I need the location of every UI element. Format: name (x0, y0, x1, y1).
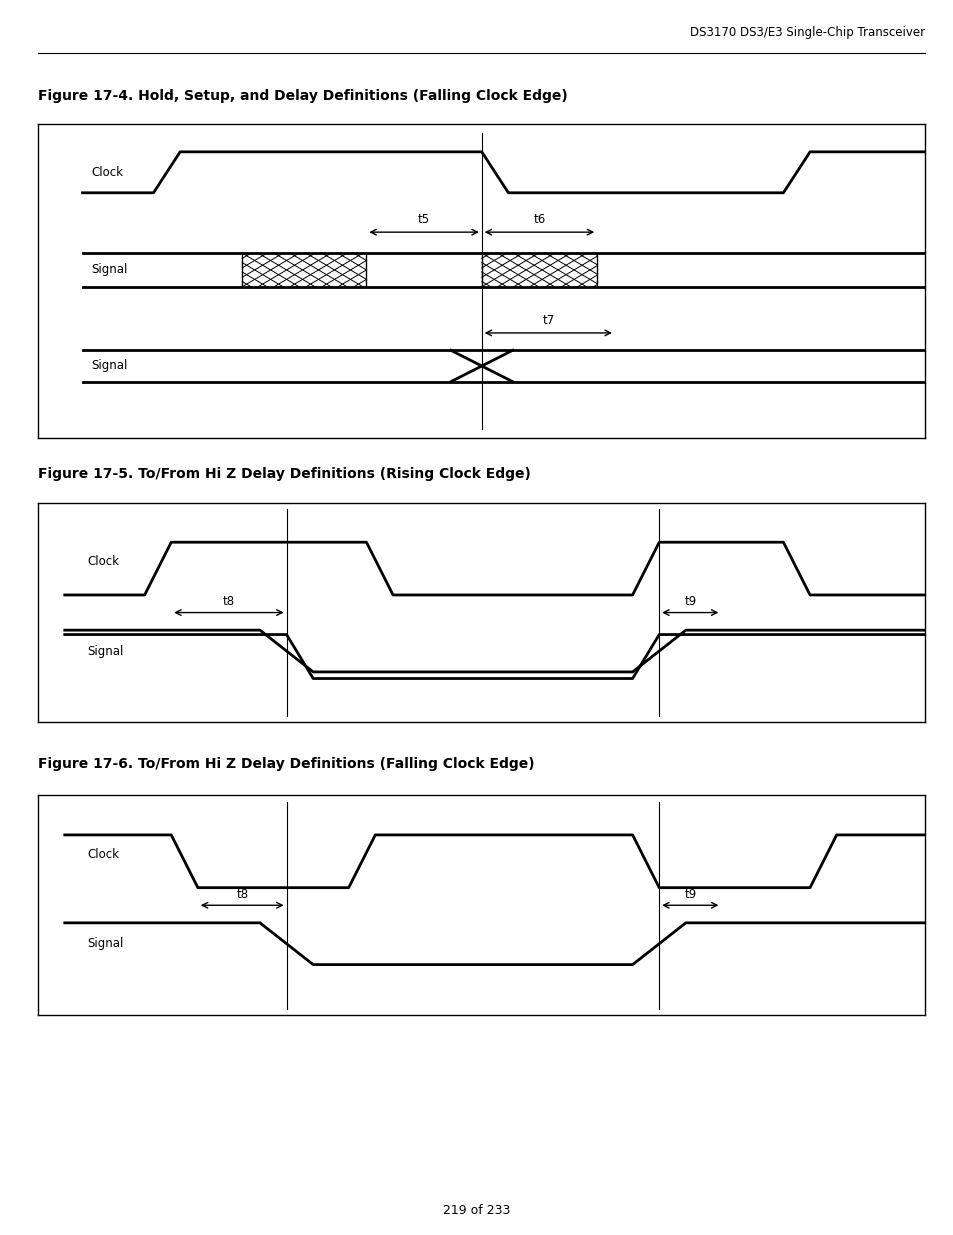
Text: t7: t7 (541, 314, 554, 327)
Text: DS3170 DS3/E3 Single-Chip Transceiver: DS3170 DS3/E3 Single-Chip Transceiver (690, 26, 924, 40)
Text: Signal: Signal (87, 937, 123, 950)
Text: Clock: Clock (87, 556, 119, 568)
Text: Figure 17-4. Hold, Setup, and Delay Definitions (Falling Clock Edge): Figure 17-4. Hold, Setup, and Delay Defi… (38, 89, 567, 103)
Text: t9: t9 (683, 888, 696, 900)
Text: Signal: Signal (91, 359, 128, 373)
Text: Figure 17-6. To/From Hi Z Delay Definitions (Falling Clock Edge): Figure 17-6. To/From Hi Z Delay Definiti… (38, 757, 535, 772)
Text: Clock: Clock (91, 165, 123, 179)
Text: t5: t5 (417, 214, 430, 226)
Text: 219 of 233: 219 of 233 (443, 1204, 510, 1216)
Text: t8: t8 (236, 888, 248, 900)
Text: Signal: Signal (87, 645, 123, 657)
Text: Clock: Clock (87, 848, 119, 861)
Text: Figure 17-5. To/From Hi Z Delay Definitions (Rising Clock Edge): Figure 17-5. To/From Hi Z Delay Definiti… (38, 467, 531, 482)
Text: t8: t8 (223, 595, 234, 608)
Text: t9: t9 (683, 595, 696, 608)
Text: Signal: Signal (91, 263, 128, 277)
Text: t6: t6 (533, 214, 545, 226)
